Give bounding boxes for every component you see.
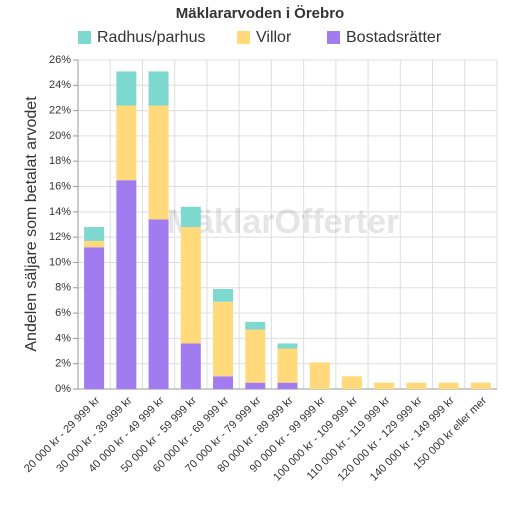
bar-segment bbox=[148, 71, 169, 106]
bar-segment bbox=[406, 382, 427, 389]
bar-segment bbox=[309, 362, 330, 389]
bar-segment bbox=[245, 321, 266, 330]
bar-segment bbox=[84, 247, 105, 389]
bar-segment bbox=[116, 71, 137, 106]
bar-segment bbox=[148, 105, 169, 220]
y-tick-label: 2% bbox=[55, 358, 71, 370]
y-tick-label: 8% bbox=[55, 282, 71, 294]
bar-segment bbox=[116, 105, 137, 181]
legend-swatch bbox=[78, 31, 91, 44]
bar-segment bbox=[180, 206, 201, 228]
bar-segment bbox=[277, 343, 298, 349]
bar-segment bbox=[116, 180, 137, 389]
legend-label: Bostadsrätter bbox=[346, 29, 442, 46]
bar-segment bbox=[470, 382, 491, 389]
bar-segment bbox=[245, 382, 266, 389]
bar-segment bbox=[277, 382, 298, 389]
bar-segment bbox=[213, 289, 234, 302]
y-tick-label: 0% bbox=[55, 383, 71, 395]
y-tick-label: 24% bbox=[49, 79, 71, 91]
legend-label: Villor bbox=[256, 29, 292, 46]
bar-segment bbox=[148, 219, 169, 389]
bar-segment bbox=[438, 382, 459, 389]
y-tick-label: 10% bbox=[49, 256, 71, 268]
bar-segment bbox=[245, 329, 266, 383]
bar-segment bbox=[180, 227, 201, 344]
legend-swatch bbox=[327, 31, 340, 44]
y-tick-label: 16% bbox=[49, 180, 71, 192]
bar-segment bbox=[374, 382, 395, 389]
bar-segment bbox=[84, 240, 105, 248]
y-axis-label: Andelen säljare som betalat arvodet bbox=[23, 96, 40, 352]
bar-segment bbox=[341, 376, 362, 389]
y-tick-label: 22% bbox=[49, 105, 71, 117]
y-tick-label: 26% bbox=[49, 54, 71, 66]
watermark: MäklarOfferter bbox=[167, 203, 399, 241]
bar-segment bbox=[277, 348, 298, 383]
bar-segment bbox=[84, 227, 105, 241]
y-tick-label: 4% bbox=[55, 332, 71, 344]
bar-segment bbox=[180, 343, 201, 389]
bar-segment bbox=[213, 301, 234, 377]
y-tick-label: 6% bbox=[55, 307, 71, 319]
y-tick-label: 14% bbox=[49, 206, 71, 218]
chart-title: Mäklararvoden i Örebro bbox=[176, 5, 344, 22]
y-tick-label: 12% bbox=[49, 231, 71, 243]
legend-label: Radhus/parhus bbox=[97, 29, 206, 46]
y-tick-label: 20% bbox=[49, 130, 71, 142]
y-tick-label: 18% bbox=[49, 155, 71, 167]
legend-swatch bbox=[237, 31, 250, 44]
bar-segment bbox=[213, 376, 234, 389]
